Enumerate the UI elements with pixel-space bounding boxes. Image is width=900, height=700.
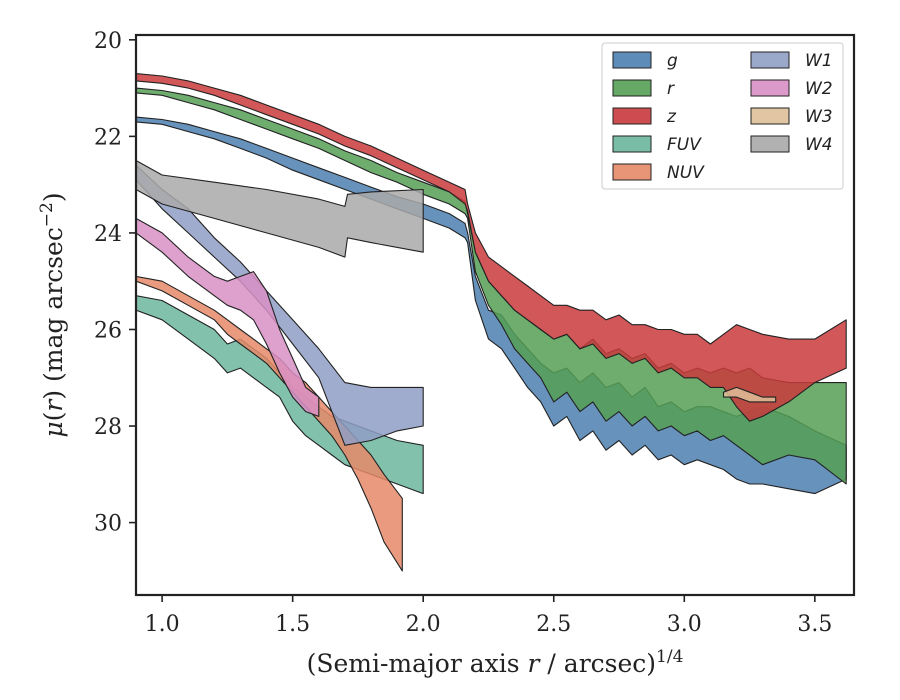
y-tick-label: 26 (94, 318, 122, 343)
y-tick-label: 20 (94, 29, 122, 54)
x-tick-label: 3.0 (667, 612, 702, 637)
legend-label-W4: W4 (805, 135, 833, 155)
legend-swatch-NUV (612, 163, 652, 181)
legend-swatch-z (612, 107, 652, 125)
legend-label-r: r (667, 79, 675, 99)
legend-swatch-W1 (750, 51, 790, 69)
band-z (136, 73, 847, 422)
legend-swatch-W4 (750, 135, 790, 153)
x-tick-label: 3.5 (797, 612, 832, 637)
x-tick-label: 1.0 (145, 612, 180, 637)
legend-label-W3: W3 (805, 107, 833, 127)
legend-swatch-W3 (750, 107, 790, 125)
x-axis-label: (Semi-major axis r / arcsec)1/4 (307, 647, 684, 678)
y-tick-label: 22 (94, 125, 122, 150)
plot-frame (134, 33, 856, 597)
legend-label-FUV: FUV (667, 135, 702, 155)
legend-swatch-g (612, 51, 652, 69)
band-W1 (136, 164, 424, 446)
band-W3 (722, 386, 777, 403)
y-axis-label: μ(r) (mag arcsec−2) (37, 192, 68, 437)
y-tick-label: 28 (94, 415, 122, 440)
legend-label-W1: W1 (805, 51, 833, 71)
x-tick-label: 2.0 (406, 612, 441, 637)
band-layer (136, 73, 847, 572)
legend-swatch-FUV (612, 135, 652, 153)
legend-label-W2: W2 (805, 79, 833, 99)
legend-swatch-W2 (750, 79, 790, 97)
legend-label-z: z (666, 107, 677, 127)
legend-label-g: g (667, 51, 678, 71)
y-tick-label: 24 (94, 222, 122, 247)
band-W4 (136, 159, 424, 258)
y-tick-label: 30 (94, 512, 122, 537)
axes: 1.0 1.5 2.0 2.5 3.0 3.5 20 22 24 26 28 30 (94, 29, 856, 637)
legend-label-NUV: NUV (667, 163, 705, 183)
band-W2 (136, 217, 320, 417)
band-NUV (136, 275, 403, 572)
legend-swatch-r (612, 79, 652, 97)
x-tick-label: 1.5 (275, 612, 310, 637)
legend: grz FUV NUV W1 W2 W3 W4 (601, 42, 844, 190)
x-tick-label: 2.5 (536, 612, 571, 637)
